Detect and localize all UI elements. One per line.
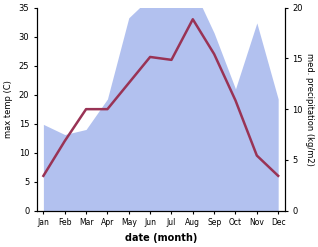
Y-axis label: med. precipitation (kg/m2): med. precipitation (kg/m2) [305, 53, 314, 165]
Y-axis label: max temp (C): max temp (C) [4, 80, 13, 138]
X-axis label: date (month): date (month) [125, 233, 197, 243]
